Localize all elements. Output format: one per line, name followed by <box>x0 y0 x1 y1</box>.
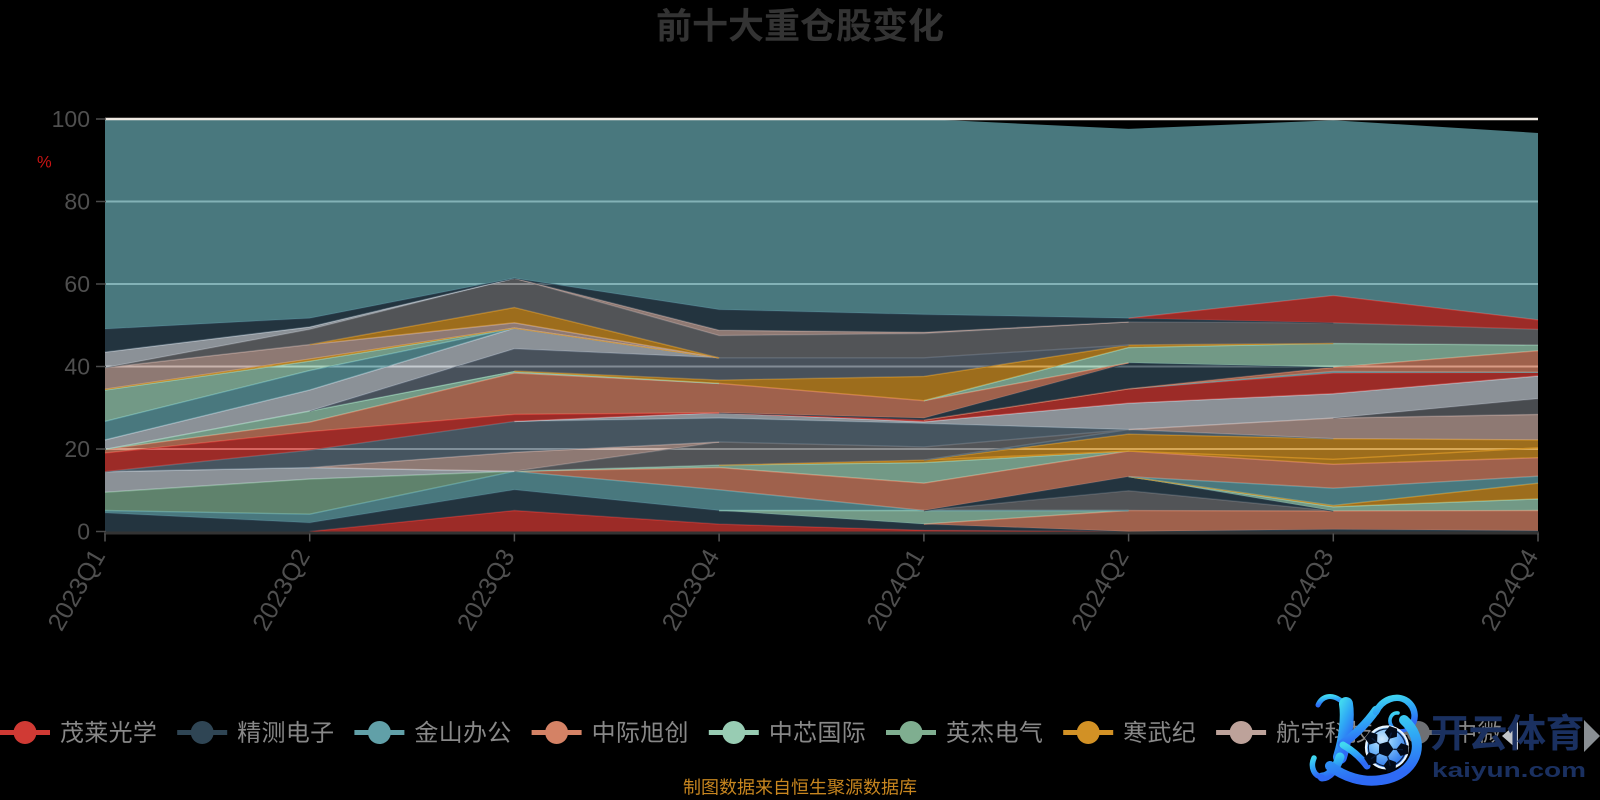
svg-text:0: 0 <box>77 519 90 545</box>
svg-text:60: 60 <box>64 271 90 297</box>
svg-text:80: 80 <box>64 189 90 215</box>
svg-text:20: 20 <box>64 436 90 462</box>
svg-text:40: 40 <box>64 354 90 380</box>
svg-text:%: % <box>37 154 52 172</box>
svg-text:kaiyun.com: kaiyun.com <box>1432 760 1586 782</box>
svg-text:100: 100 <box>52 106 90 132</box>
